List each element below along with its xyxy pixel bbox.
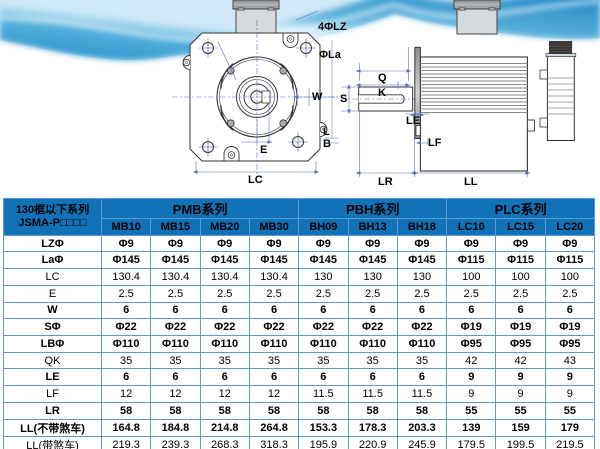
svg-text:4ΦLZ: 4ΦLZ bbox=[318, 21, 347, 33]
svg-text:LE: LE bbox=[406, 115, 420, 127]
svg-text:LR: LR bbox=[378, 176, 393, 188]
svg-text:L: L bbox=[323, 126, 330, 138]
svg-text:LF: LF bbox=[428, 137, 442, 149]
svg-text:ΦLa: ΦLa bbox=[319, 49, 342, 61]
svg-text:S: S bbox=[340, 93, 347, 105]
svg-text:Q: Q bbox=[378, 72, 387, 84]
svg-text:E: E bbox=[260, 144, 267, 156]
svg-text:LC: LC bbox=[248, 174, 263, 186]
svg-text:K: K bbox=[378, 87, 386, 99]
svg-text:B: B bbox=[323, 138, 331, 150]
svg-text:LL: LL bbox=[464, 176, 478, 188]
svg-text:W: W bbox=[312, 91, 323, 103]
